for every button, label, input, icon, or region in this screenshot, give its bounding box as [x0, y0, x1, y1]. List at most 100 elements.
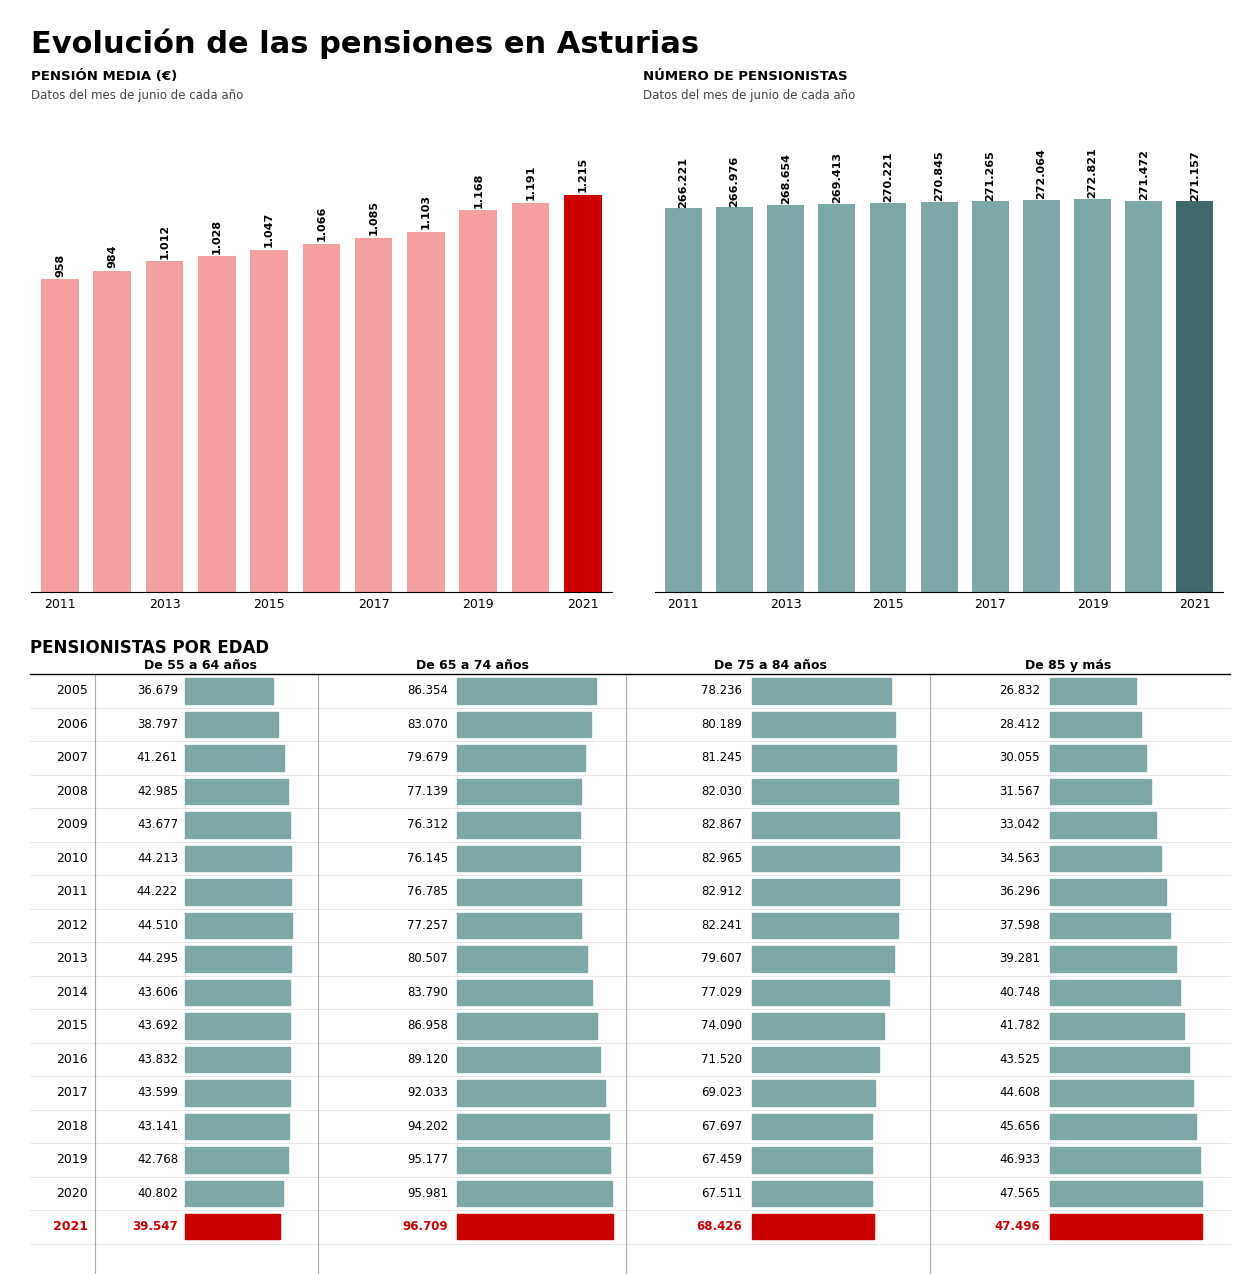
Bar [185, 846, 291, 871]
Text: 82.030: 82.030 [701, 785, 743, 798]
Text: 958: 958 [55, 254, 65, 276]
Text: 2008: 2008 [56, 785, 89, 798]
Text: 2011: 2011 [56, 885, 89, 898]
Bar [753, 879, 900, 905]
Bar [1050, 947, 1176, 972]
Text: 82.912: 82.912 [701, 885, 743, 898]
Text: 2020: 2020 [56, 1187, 89, 1200]
Bar [457, 1013, 597, 1038]
Bar [185, 813, 290, 837]
Text: 92.033: 92.033 [407, 1087, 448, 1099]
Text: 43.525: 43.525 [1000, 1052, 1040, 1066]
Bar [457, 912, 582, 938]
Text: 41.782: 41.782 [998, 1019, 1040, 1032]
Text: 79.607: 79.607 [701, 953, 743, 966]
Text: 270.845: 270.845 [934, 150, 945, 201]
Text: 83.790: 83.790 [407, 986, 448, 999]
Text: 1.103: 1.103 [421, 194, 431, 229]
Text: 2015: 2015 [56, 1019, 89, 1032]
Bar [185, 712, 278, 738]
Text: 76.145: 76.145 [407, 852, 448, 865]
Text: Evolución de las pensiones en Asturias: Evolución de las pensiones en Asturias [31, 28, 699, 59]
Bar [768, 205, 804, 592]
Bar [457, 846, 579, 871]
Text: 78.236: 78.236 [701, 684, 743, 697]
Bar [457, 980, 592, 1005]
Text: 1.085: 1.085 [368, 200, 378, 234]
Text: 1.191: 1.191 [525, 164, 535, 200]
Text: 45.656: 45.656 [998, 1120, 1040, 1133]
Bar [457, 712, 590, 738]
Bar [665, 209, 701, 592]
Text: 42.985: 42.985 [137, 785, 178, 798]
Text: Datos del mes de junio de cada año: Datos del mes de junio de cada año [643, 89, 855, 102]
Bar [1050, 1214, 1202, 1240]
Bar [185, 1013, 290, 1038]
Bar [457, 879, 580, 905]
Bar [457, 947, 587, 972]
Text: 28.412: 28.412 [998, 719, 1040, 731]
Bar [94, 270, 131, 592]
Text: 2017: 2017 [56, 1087, 89, 1099]
Bar [921, 201, 957, 592]
Text: PENSIONISTAS POR EDAD: PENSIONISTAS POR EDAD [30, 640, 270, 657]
Bar [185, 1181, 283, 1206]
Bar [870, 203, 906, 592]
Text: 96.709: 96.709 [402, 1220, 448, 1233]
Text: 44.222: 44.222 [137, 885, 178, 898]
Bar [512, 203, 549, 592]
Text: NÚMERO DE PENSIONISTAS: NÚMERO DE PENSIONISTAS [643, 70, 847, 83]
Text: 47.496: 47.496 [995, 1220, 1040, 1233]
Text: 82.965: 82.965 [701, 852, 743, 865]
Text: 94.202: 94.202 [407, 1120, 448, 1133]
Text: 44.295: 44.295 [137, 953, 178, 966]
Bar [1126, 201, 1162, 592]
Text: De 85 y más: De 85 y más [1025, 659, 1111, 673]
Text: 68.426: 68.426 [696, 1220, 743, 1233]
Text: 82.867: 82.867 [701, 818, 743, 832]
Text: 67.697: 67.697 [700, 1120, 743, 1133]
Text: 266.976: 266.976 [730, 155, 740, 206]
Bar [185, 678, 273, 703]
Text: 76.785: 76.785 [407, 885, 448, 898]
Text: De 65 a 74 años: De 65 a 74 años [416, 659, 528, 673]
Bar [251, 250, 288, 592]
Text: 266.221: 266.221 [679, 157, 689, 208]
Text: 43.599: 43.599 [137, 1087, 178, 1099]
Text: 30.055: 30.055 [1000, 752, 1040, 764]
Bar [1050, 1147, 1201, 1172]
Bar [1050, 980, 1181, 1005]
Bar [753, 1214, 874, 1240]
Bar [185, 1080, 290, 1106]
Text: 39.281: 39.281 [998, 953, 1040, 966]
Text: 44.608: 44.608 [998, 1087, 1040, 1099]
Bar [753, 678, 891, 703]
Text: 1.028: 1.028 [212, 219, 222, 254]
Text: 271.157: 271.157 [1189, 150, 1199, 201]
Text: 36.679: 36.679 [137, 684, 178, 697]
Text: 77.139: 77.139 [407, 785, 448, 798]
Bar [1050, 1181, 1202, 1206]
Text: 2010: 2010 [56, 852, 89, 865]
Text: 86.958: 86.958 [407, 1019, 448, 1032]
Text: 43.692: 43.692 [137, 1019, 178, 1032]
Text: 2006: 2006 [56, 719, 89, 731]
Bar [1050, 1013, 1183, 1038]
Bar [753, 980, 889, 1005]
Bar [459, 210, 497, 592]
Text: 2012: 2012 [56, 919, 89, 931]
Text: 77.257: 77.257 [407, 919, 448, 931]
Bar [185, 947, 291, 972]
Bar [41, 279, 79, 592]
Text: 1.215: 1.215 [578, 158, 588, 192]
Text: 2013: 2013 [56, 953, 89, 966]
Bar [146, 261, 183, 592]
Bar [972, 201, 1008, 592]
Text: 83.070: 83.070 [407, 719, 448, 731]
Text: 36.296: 36.296 [998, 885, 1040, 898]
Bar [753, 846, 900, 871]
Text: 67.511: 67.511 [701, 1187, 743, 1200]
Bar [1050, 846, 1161, 871]
Bar [1177, 201, 1213, 592]
Bar [457, 1047, 600, 1071]
